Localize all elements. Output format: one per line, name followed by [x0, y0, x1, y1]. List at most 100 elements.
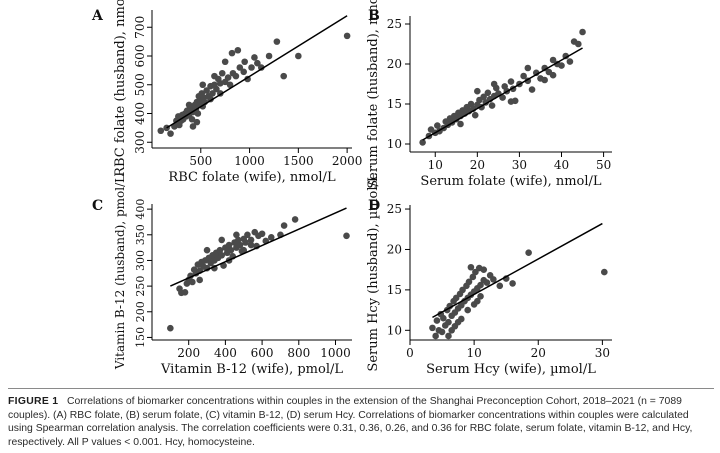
- data-point: [257, 64, 265, 71]
- regression-line: [422, 47, 583, 141]
- data-point: [157, 127, 165, 135]
- data-point: [579, 28, 586, 36]
- data-point: [241, 58, 248, 66]
- y-axis-title: Vitamin B-12 (husband), pmol/L: [113, 175, 127, 370]
- y-tick-label: 400: [133, 102, 147, 125]
- data-point: [499, 94, 506, 101]
- data-point: [224, 74, 232, 81]
- data-point: [507, 78, 515, 85]
- data-point: [419, 139, 426, 146]
- data-point: [280, 222, 288, 229]
- scatter-points: [167, 216, 350, 332]
- data-point: [193, 118, 201, 126]
- data-point: [343, 232, 350, 240]
- data-point: [549, 71, 557, 79]
- data-point: [490, 80, 498, 88]
- data-point: [343, 32, 351, 40]
- data-point: [181, 288, 189, 296]
- x-axis-title: Serum Hcy (wife), µmol/L: [426, 362, 596, 377]
- data-point: [213, 85, 220, 93]
- data-point: [429, 324, 436, 332]
- x-tick-label: 10: [466, 346, 481, 360]
- data-point: [216, 246, 224, 254]
- x-tick-label: 40: [554, 158, 569, 172]
- data-point: [226, 81, 234, 89]
- data-point: [203, 87, 210, 94]
- x-tick-label: 600: [251, 346, 274, 360]
- y-tick-label: 400: [134, 199, 147, 220]
- data-point: [440, 314, 447, 322]
- data-point: [562, 52, 570, 60]
- y-tick-label: 350: [134, 224, 147, 245]
- scatter-points: [429, 249, 608, 340]
- data-point: [189, 123, 197, 130]
- data-point: [199, 81, 207, 89]
- data-point: [232, 72, 240, 80]
- data-point: [240, 68, 248, 76]
- data-point: [225, 241, 233, 249]
- x-tick-label: 1000: [320, 346, 351, 360]
- data-point: [467, 263, 475, 271]
- data-point: [227, 246, 235, 254]
- data-point: [218, 69, 226, 77]
- x-tick-label: 800: [287, 346, 310, 360]
- data-point: [185, 101, 193, 109]
- y-axis-title: Serum Hcy (husband), µmol/L: [366, 173, 381, 371]
- data-point: [469, 273, 477, 281]
- data-point: [433, 317, 441, 324]
- data-point: [218, 236, 226, 244]
- x-tick-label: 30: [512, 158, 527, 172]
- x-tick-label: 0: [406, 346, 414, 360]
- data-point: [221, 58, 229, 66]
- data-point: [240, 246, 248, 254]
- data-point: [480, 266, 488, 273]
- panel-a: A 500 1000 1500 2000 300 400 500 600 700 RBC folat…: [91, 0, 362, 185]
- data-point: [247, 236, 255, 244]
- data-point: [258, 230, 266, 238]
- data-point: [167, 324, 174, 332]
- data-point: [507, 98, 515, 105]
- data-point: [520, 72, 527, 80]
- data-point: [234, 46, 242, 54]
- data-point: [490, 276, 497, 283]
- data-point: [524, 64, 532, 72]
- data-point: [247, 241, 255, 249]
- x-tick-label: 2000: [332, 154, 363, 168]
- data-point: [528, 86, 536, 93]
- data-point: [280, 72, 288, 80]
- y-tick-label: 500: [133, 73, 147, 96]
- x-tick-label: 50: [596, 158, 611, 172]
- data-point: [251, 54, 258, 61]
- data-point: [234, 236, 242, 244]
- data-point: [457, 120, 464, 128]
- y-tick-label: 25: [387, 17, 402, 31]
- y-tick-label: 200: [134, 301, 147, 322]
- data-point: [488, 102, 496, 109]
- panel-letter: A: [91, 8, 104, 24]
- y-tick-label: 10: [387, 323, 402, 337]
- x-tick-label: 200: [177, 346, 200, 360]
- panel-letter: B: [368, 8, 380, 24]
- data-point: [194, 110, 202, 117]
- data-point: [445, 332, 452, 340]
- data-point: [242, 239, 249, 246]
- y-tick-label: 150: [134, 327, 147, 348]
- panel-c: C 200 400 600 800 1000 150 200 250 300 350 400 Vitam…: [92, 175, 352, 377]
- data-point: [464, 306, 472, 314]
- caption-label: FIGURE 1: [8, 396, 59, 407]
- regression-line: [166, 15, 348, 129]
- data-point: [233, 231, 240, 239]
- data-point: [434, 122, 441, 129]
- data-point: [432, 332, 439, 340]
- y-tick-label: 250: [134, 276, 147, 297]
- data-point: [228, 49, 236, 57]
- y-tick-label: 20: [387, 242, 402, 256]
- data-point: [189, 278, 196, 286]
- data-point: [541, 76, 548, 84]
- panel-d: D 0 10 20 30 10 15 20 25 Serum Hcy (wife), µmol/L…: [366, 173, 612, 377]
- data-point: [236, 241, 244, 249]
- data-point: [265, 52, 273, 60]
- data-point: [188, 115, 196, 123]
- data-point: [471, 111, 479, 119]
